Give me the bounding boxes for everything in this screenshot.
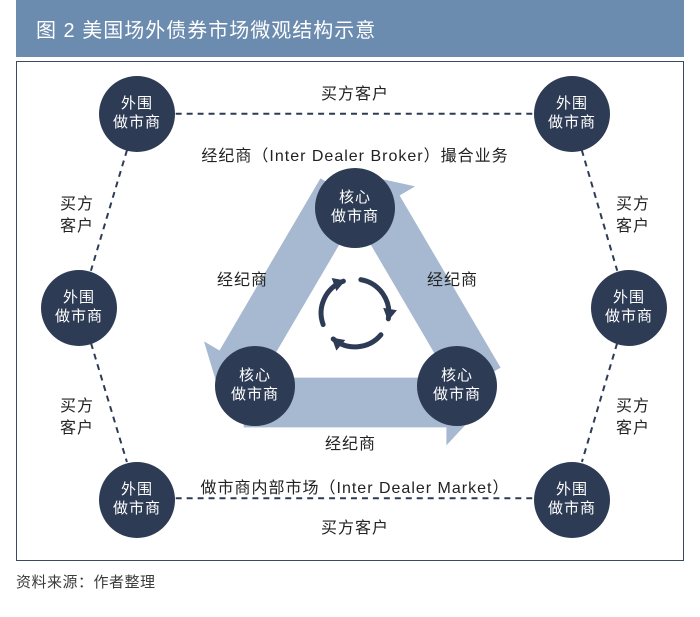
peripheral-dealer-node: 外围做市商 (99, 462, 175, 538)
peripheral-dealer-node: 外围做市商 (534, 76, 610, 152)
core-dealer-node: 核心做市商 (417, 346, 497, 426)
peripheral-dealer-node: 外围做市商 (99, 76, 175, 152)
core-dealer-label: 核心做市商 (231, 367, 279, 405)
broker-label: 经纪商 (217, 266, 268, 290)
core-dealer-label: 核心做市商 (433, 367, 481, 405)
peripheral-dealer-node: 外围做市商 (534, 462, 610, 538)
peripheral-dealer-label: 外围做市商 (548, 95, 596, 133)
buyer-client-label: 买方客户 (315, 84, 395, 106)
caption-label: 做市商内部市场（Inter Dealer Market） (165, 478, 545, 500)
figure-container: 图 2 美国场外债券市场微观结构示意 核心做市商核心做市商核心做市商外围做市商外… (0, 0, 700, 602)
core-dealer-label: 核心做市商 (331, 189, 379, 227)
peripheral-dealer-label: 外围做市商 (548, 481, 596, 519)
peripheral-dealer-label: 外围做市商 (113, 95, 161, 133)
buyer-client-label: 买方客户 (593, 194, 673, 237)
figure-title-text: 图 2 美国场外债券市场微观结构示意 (36, 20, 376, 42)
caption-label: 经纪商（Inter Dealer Broker）撮合业务 (165, 146, 545, 168)
peripheral-dealer-label: 外围做市商 (55, 289, 103, 327)
broker-label: 经纪商 (427, 266, 478, 290)
core-dealer-node: 核心做市商 (215, 346, 295, 426)
figure-source: 资料来源：作者整理 (16, 571, 684, 592)
buyer-client-label: 买方客户 (593, 396, 673, 439)
buyer-client-label: 买方客户 (37, 194, 117, 237)
peripheral-dealer-node: 外围做市商 (591, 270, 667, 346)
diagram-canvas: 核心做市商核心做市商核心做市商外围做市商外围做市商外围做市商外围做市商外围做市商… (16, 61, 684, 561)
figure-source-text: 资料来源：作者整理 (16, 574, 156, 591)
figure-title-bar: 图 2 美国场外债券市场微观结构示意 (16, 0, 684, 57)
core-dealer-node: 核心做市商 (315, 168, 395, 248)
peripheral-dealer-node: 外围做市商 (41, 270, 117, 346)
inner-cycle (321, 278, 397, 351)
peripheral-dealer-label: 外围做市商 (113, 481, 161, 519)
peripheral-dealer-label: 外围做市商 (605, 289, 653, 327)
broker-label: 经纪商 (325, 430, 376, 454)
buyer-client-label: 买方客户 (315, 518, 395, 540)
buyer-client-label: 买方客户 (37, 396, 117, 439)
